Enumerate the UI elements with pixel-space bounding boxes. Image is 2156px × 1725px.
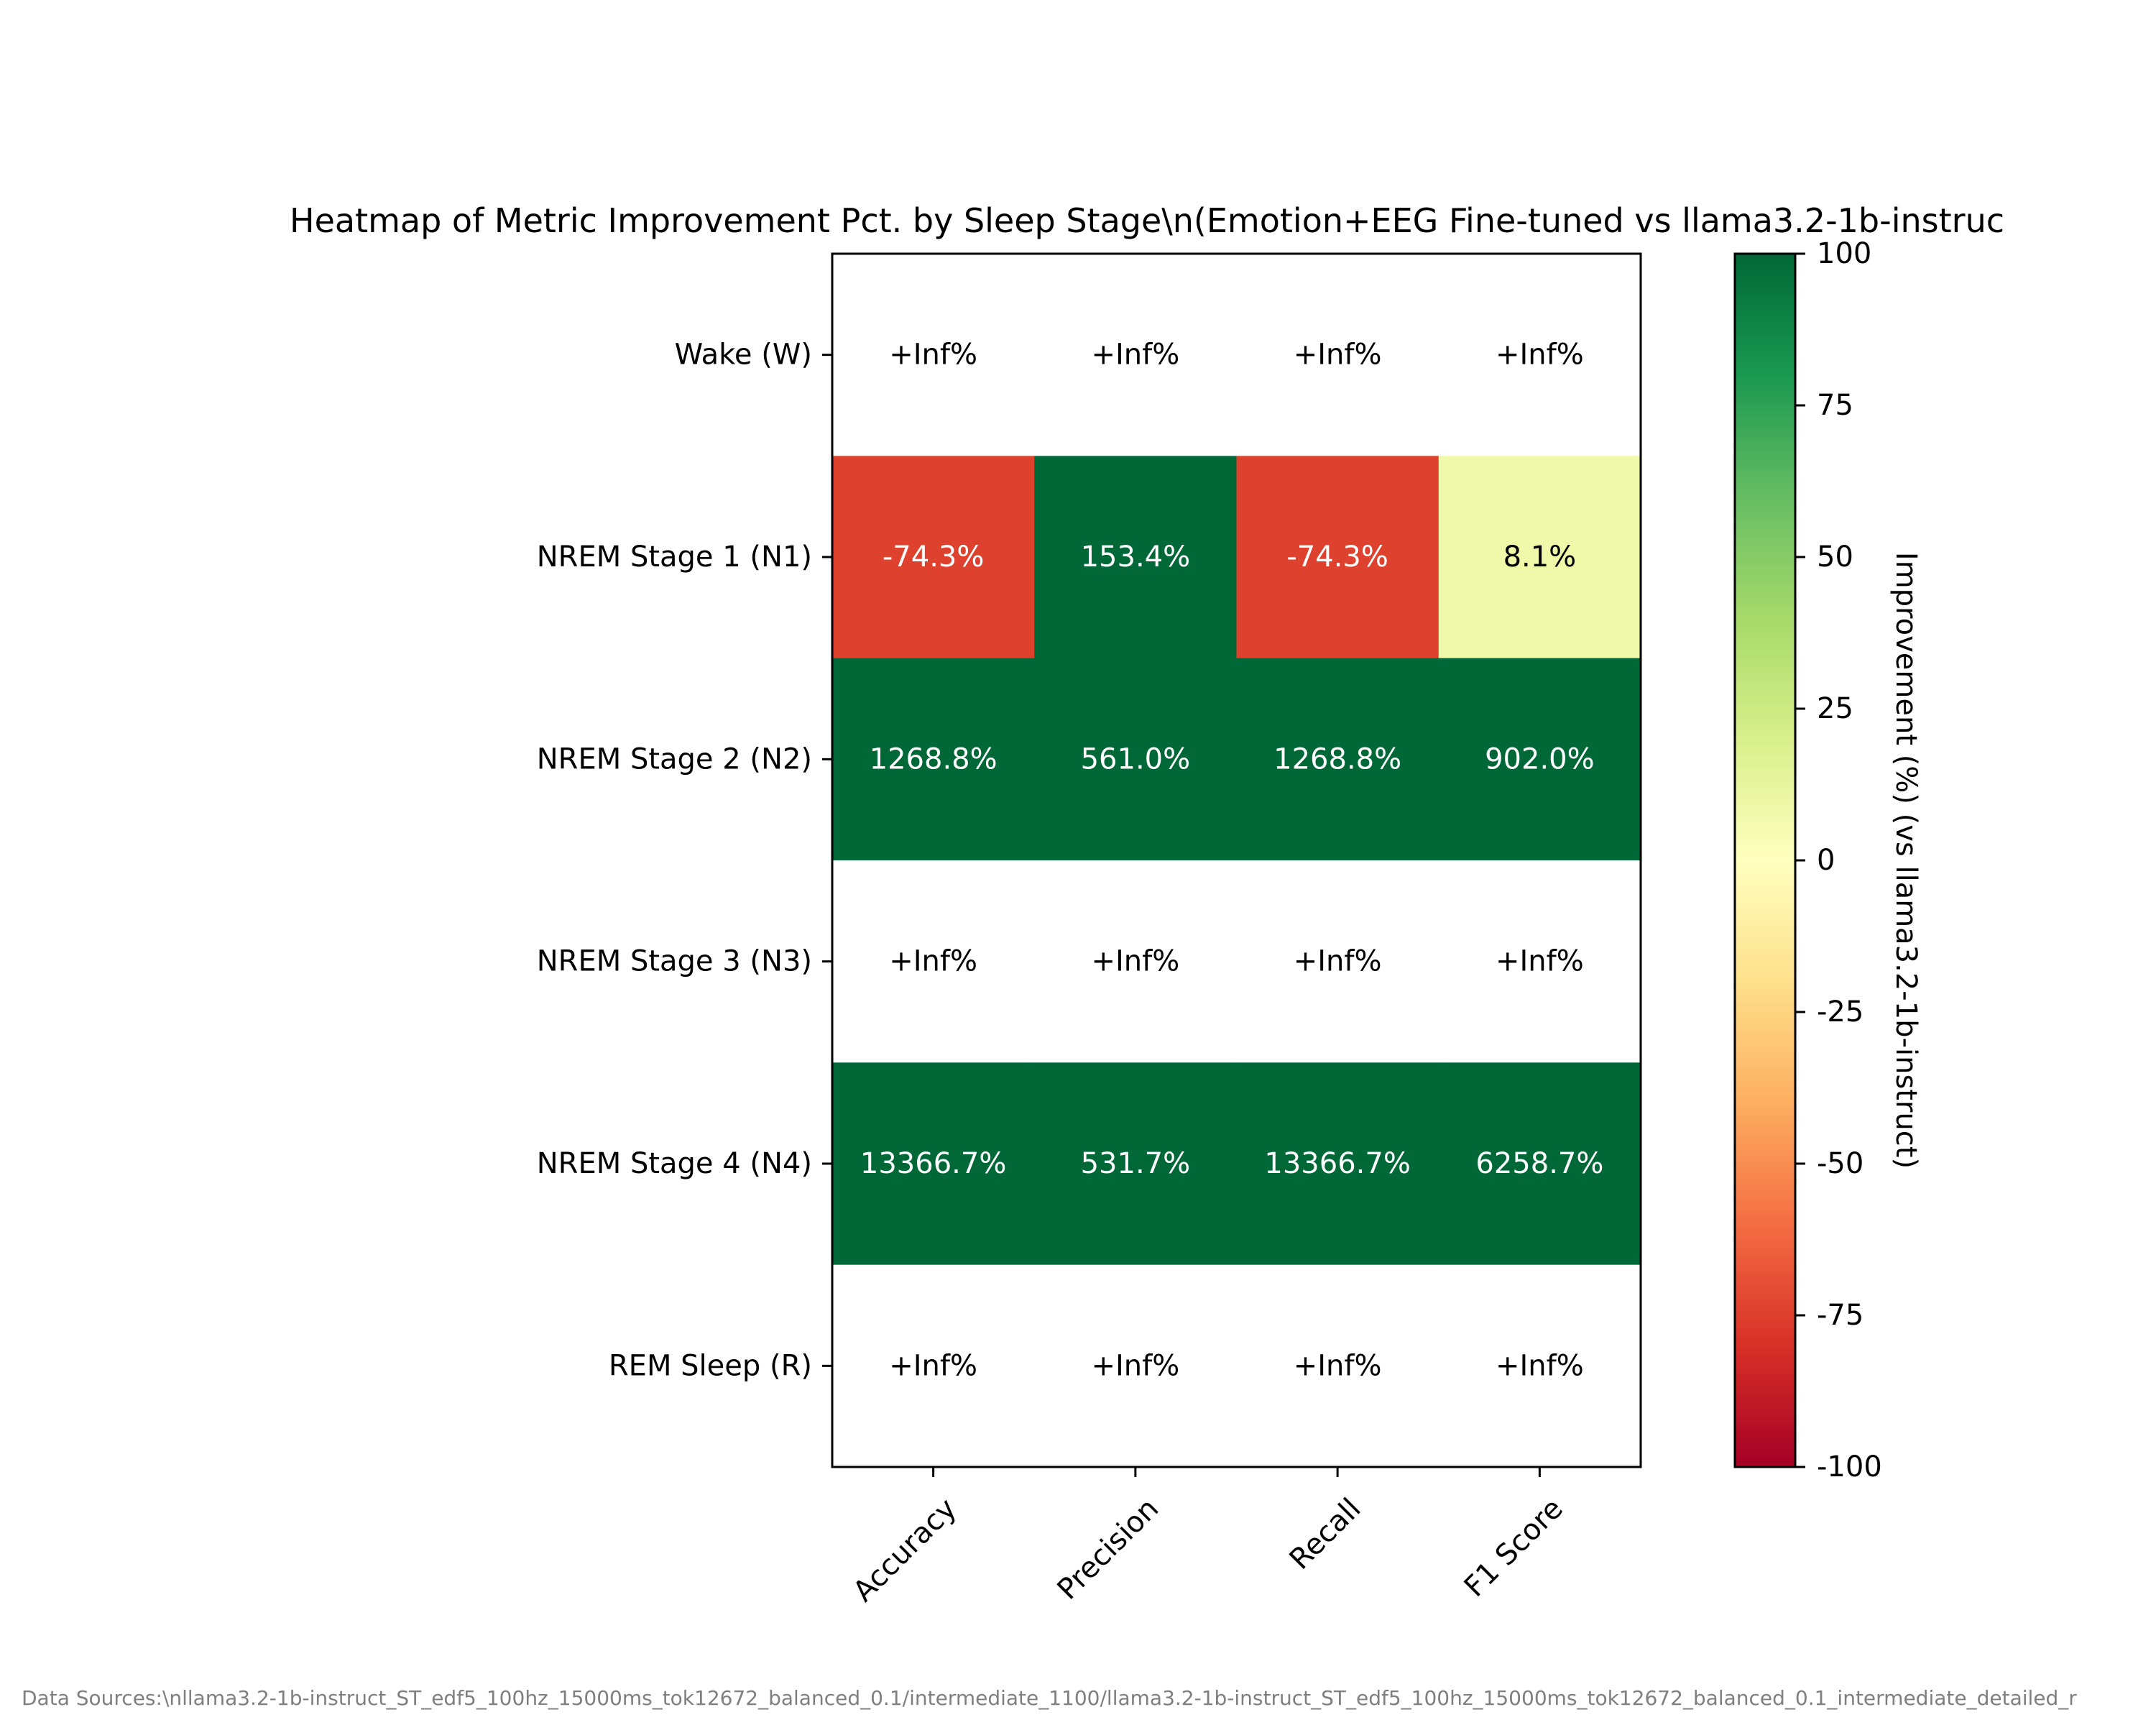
cell-value-label: +Inf% xyxy=(1294,1349,1382,1382)
cell-value-label: +Inf% xyxy=(1091,1349,1179,1382)
y-tick-label: NREM Stage 3 (N3) xyxy=(537,945,812,978)
cell-value-label: 561.0% xyxy=(1081,742,1191,776)
cell-value-label: +Inf% xyxy=(1496,945,1584,978)
y-tick-label: NREM Stage 1 (N1) xyxy=(537,540,812,574)
cell-value-label: 153.4% xyxy=(1081,540,1191,574)
cell-value-label: +Inf% xyxy=(889,945,977,978)
chart-title: Heatmap of Metric Improvement Pct. by Sl… xyxy=(290,201,2004,240)
heatmap-cell xyxy=(1438,658,1641,861)
heatmap-cell xyxy=(1438,860,1641,1063)
colorbar-tick-label: -50 xyxy=(1817,1147,1864,1180)
cell-value-label: 13366.7% xyxy=(860,1147,1006,1180)
heatmap-cell xyxy=(1034,1062,1237,1266)
cell-value-label: 902.0% xyxy=(1485,742,1595,776)
heatmap-cell xyxy=(832,456,1035,659)
colorbar-tick-label: -75 xyxy=(1817,1299,1864,1332)
heatmap-cell xyxy=(1438,456,1641,659)
cell-value-label: 8.1% xyxy=(1503,540,1577,574)
x-tick-label: Recall xyxy=(1284,1492,1368,1576)
heatmap-cell xyxy=(832,658,1035,861)
x-tick-label: F1 Score xyxy=(1458,1492,1570,1604)
heatmap-cell xyxy=(1034,254,1237,456)
cell-value-label: 531.7% xyxy=(1081,1147,1191,1180)
cell-value-label: 1268.8% xyxy=(870,742,998,776)
cell-value-label: +Inf% xyxy=(1496,1349,1584,1382)
cell-value-label: +Inf% xyxy=(889,1349,977,1382)
colorbar-tick-label: -100 xyxy=(1817,1450,1882,1484)
y-tick-label: NREM Stage 2 (N2) xyxy=(537,742,812,776)
colorbar-ticks: -100 -75 -50 -25 0 25 50 75 100 xyxy=(1795,237,1882,1484)
x-tick-label: Precision xyxy=(1051,1492,1166,1606)
cell-value-label: +Inf% xyxy=(1496,339,1584,372)
colorbar xyxy=(1733,252,1797,1468)
heatmap-cell xyxy=(1034,658,1237,861)
colorbar-tick-label: -25 xyxy=(1817,995,1864,1029)
heatmap-cell xyxy=(1438,1264,1641,1468)
heatmap-cells xyxy=(832,254,1641,1468)
y-tick-label: REM Sleep (R) xyxy=(609,1349,812,1382)
colorbar-tick-label: 0 xyxy=(1817,844,1835,877)
colorbar-tick-label: 25 xyxy=(1817,692,1853,725)
heatmap-cell xyxy=(832,1264,1035,1468)
heatmap-cell xyxy=(1236,1264,1439,1468)
y-tick-label: Wake (W) xyxy=(675,339,812,372)
colorbar-tick-label: 50 xyxy=(1817,540,1853,574)
heatmap-cell xyxy=(1034,860,1237,1063)
heatmap-cell xyxy=(1438,1062,1641,1266)
cell-value-label: 13366.7% xyxy=(1264,1147,1410,1180)
heatmap-cell xyxy=(1236,860,1439,1063)
heatmap-cell xyxy=(1236,1062,1439,1266)
cell-value-label: -74.3% xyxy=(1286,540,1388,574)
heatmap-cell xyxy=(1034,1264,1237,1468)
y-tick-label: NREM Stage 4 (N4) xyxy=(537,1147,812,1180)
cell-value-label: 1268.8% xyxy=(1273,742,1401,776)
row-labels: Wake (W) NREM Stage 1 (N1) NREM Stage 2 (N… xyxy=(537,339,832,1382)
heatmap-frame xyxy=(831,252,1642,1468)
cell-value-label: +Inf% xyxy=(1091,945,1179,978)
cell-value-label: +Inf% xyxy=(1294,339,1382,372)
heatmap-cell xyxy=(1236,658,1439,861)
heatmap-cell xyxy=(832,254,1035,456)
heatmap-cell xyxy=(832,860,1035,1063)
cell-value-label: +Inf% xyxy=(1091,339,1179,372)
column-labels: Accuracy Precision Recall F1 Score xyxy=(847,1467,1570,1609)
heatmap-cell xyxy=(1236,254,1439,456)
cell-value-label: 6258.7% xyxy=(1475,1147,1603,1180)
colorbar-tick-label: 100 xyxy=(1817,237,1871,270)
heatmap-cell xyxy=(1034,456,1237,659)
cell-value-label: +Inf% xyxy=(889,339,977,372)
heatmap-cell xyxy=(1236,456,1439,659)
colorbar-label: Improvement (%) (vs llama3.2-1b-instruct… xyxy=(1889,552,1922,1169)
heatmap-cell xyxy=(1438,254,1641,456)
x-tick-label: Accuracy xyxy=(847,1492,963,1609)
heatmap-cell xyxy=(832,1062,1035,1266)
cell-value-label: +Inf% xyxy=(1294,945,1382,978)
heatmap-cell-labels: +Inf% +Inf% +Inf% +Inf% -74.3% 153.4% -74.3% 8.… xyxy=(860,339,1603,1383)
data-sources-footer: Data Sources:\nllama3.2-1b-instruct_ST_e… xyxy=(22,1686,2077,1710)
colorbar-tick-label: 75 xyxy=(1817,389,1853,422)
cell-value-label: -74.3% xyxy=(883,540,985,574)
